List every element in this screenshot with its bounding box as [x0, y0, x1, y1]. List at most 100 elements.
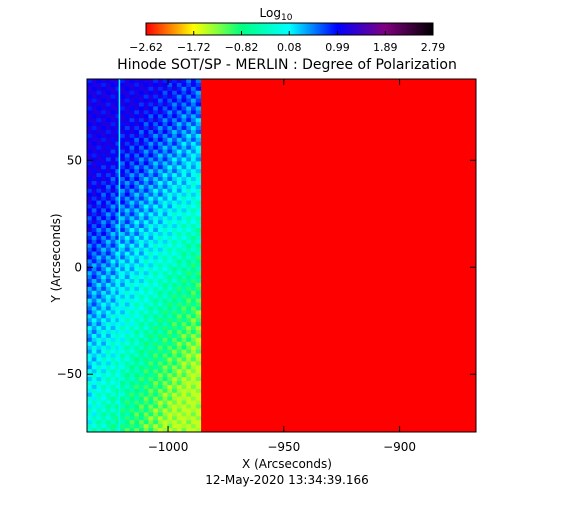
- off-limb-cell: [157, 314, 164, 319]
- off-limb-cell: [172, 271, 178, 276]
- off-limb-cell: [172, 279, 178, 284]
- off-limb-cell: [153, 110, 159, 115]
- off-limb-cell: [153, 129, 159, 135]
- off-limb-cell: [191, 200, 197, 206]
- off-limb-cell: [124, 169, 131, 174]
- off-limb-cell: [176, 298, 183, 304]
- off-limb-cell: [110, 333, 116, 339]
- off-limb-cell: [172, 102, 178, 108]
- off-limb-cell: [139, 294, 145, 300]
- off-limb-cell: [162, 106, 168, 111]
- off-limb-cell: [181, 200, 187, 206]
- off-limb-cell: [148, 212, 154, 217]
- off-limb-cell: [195, 94, 202, 100]
- off-limb-cell: [101, 90, 107, 96]
- off-limb-cell: [101, 271, 107, 276]
- off-limb-cell: [115, 361, 121, 366]
- off-limb-cell: [129, 282, 135, 288]
- off-limb-cell: [162, 271, 168, 276]
- off-limb-cell: [148, 98, 154, 104]
- off-limb-cell: [167, 279, 173, 284]
- off-limb-cell: [176, 231, 183, 237]
- off-limb-cell: [124, 267, 131, 272]
- off-limb-cell: [110, 79, 116, 84]
- off-limb-cell: [143, 110, 150, 115]
- off-limb-cell: [87, 388, 93, 394]
- off-limb-cell: [134, 122, 140, 127]
- off-limb-cell: [143, 102, 150, 108]
- off-limb-cell: [115, 149, 121, 155]
- off-limb-cell: [115, 228, 121, 233]
- off-limb-cell: [143, 349, 150, 355]
- off-limb-cell: [124, 133, 131, 139]
- off-limb-cell: [134, 114, 140, 119]
- off-limb-cell: [129, 79, 135, 84]
- off-limb-cell: [110, 330, 116, 335]
- off-limb-cell: [167, 79, 173, 84]
- off-limb-cell: [162, 196, 168, 202]
- off-limb-cell: [96, 212, 102, 217]
- off-limb-cell: [186, 263, 192, 268]
- off-limb-cell: [176, 79, 183, 84]
- off-limb-cell: [157, 157, 164, 162]
- off-limb-cell: [134, 196, 140, 202]
- off-limb-cell: [143, 341, 150, 347]
- off-limb-cell: [105, 180, 112, 186]
- off-limb-cell: [87, 231, 93, 237]
- off-limb-cell: [191, 306, 197, 312]
- off-limb-cell: [162, 345, 168, 351]
- off-limb-cell: [139, 192, 145, 198]
- off-limb-cell: [139, 333, 145, 339]
- off-limb-cell: [172, 133, 178, 139]
- off-limb-cell: [181, 263, 187, 268]
- off-limb-cell: [129, 180, 135, 186]
- off-limb-cell: [124, 106, 131, 111]
- off-limb-cell: [96, 333, 102, 339]
- off-limb-cell: [176, 322, 183, 327]
- off-limb-cell: [129, 271, 135, 276]
- off-limb-cell: [167, 157, 173, 162]
- off-limb-cell: [148, 314, 154, 319]
- off-limb-cell: [129, 86, 135, 92]
- off-limb-cell: [139, 79, 145, 84]
- off-limb-cell: [153, 404, 159, 410]
- off-limb-cell: [172, 392, 178, 398]
- off-limb-cell: [120, 133, 126, 139]
- off-limb-cell: [124, 192, 131, 198]
- off-limb-cell: [96, 122, 102, 127]
- off-limb-cell: [186, 267, 192, 272]
- off-limb-cell: [91, 408, 98, 413]
- off-limb-cell: [101, 82, 107, 88]
- off-limb-cell: [115, 286, 121, 292]
- off-limb-cell: [105, 239, 112, 245]
- off-limb-cell: [115, 314, 121, 319]
- off-limb-cell: [91, 235, 98, 241]
- off-limb-cell: [143, 228, 150, 233]
- off-limb-cell: [186, 149, 192, 155]
- off-limb-cell: [143, 126, 150, 131]
- off-limb-cell: [186, 330, 192, 335]
- off-limb-cell: [110, 388, 116, 394]
- off-limb-cell: [110, 106, 116, 111]
- off-limb-cell: [143, 345, 150, 351]
- off-limb-cell: [115, 231, 121, 237]
- off-limb-cell: [134, 330, 140, 335]
- off-limb-cell: [134, 408, 140, 413]
- off-limb-cell: [162, 326, 168, 331]
- off-limb-cell: [195, 169, 202, 174]
- off-limb-cell: [115, 216, 121, 221]
- off-limb-cell: [176, 102, 183, 108]
- off-limb-cell: [96, 408, 102, 413]
- off-limb-cell: [157, 349, 164, 355]
- off-limb-cell: [148, 259, 154, 264]
- off-limb-cell: [172, 145, 178, 151]
- off-limb-cell: [172, 216, 178, 221]
- off-limb-cell: [176, 122, 183, 127]
- off-limb-cell: [91, 161, 98, 166]
- off-limb-cell: [157, 94, 164, 100]
- off-limb-cell: [124, 388, 131, 394]
- off-limb-cell: [120, 94, 126, 100]
- off-limb-cell: [162, 184, 168, 190]
- off-limb-cell: [96, 192, 102, 198]
- off-limb-cell: [101, 102, 107, 108]
